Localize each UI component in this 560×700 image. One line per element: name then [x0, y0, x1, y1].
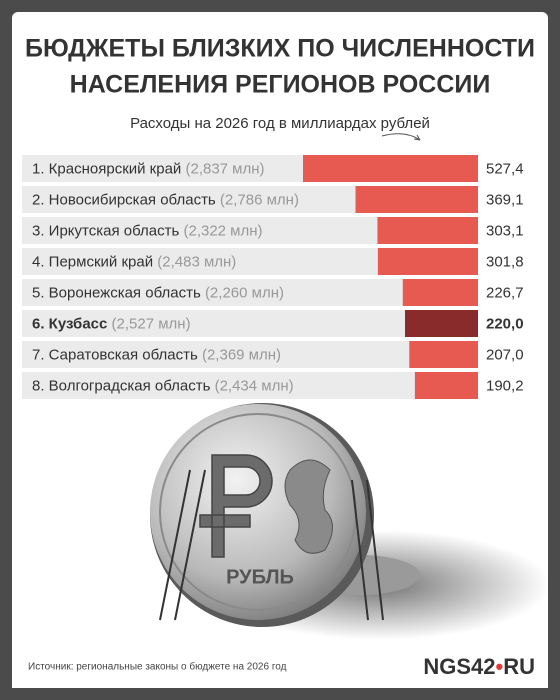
- value-label: 226,7: [486, 284, 524, 301]
- bar: [409, 341, 478, 368]
- row-label: 3. Иркутская область (2,322 млн): [32, 222, 263, 239]
- row-label: 2. Новосибирская область (2,786 млн): [32, 191, 299, 208]
- subtitle: Расходы на 2026 год в миллиардах рублей: [130, 115, 430, 132]
- decor-arrow: [381, 133, 421, 141]
- title-line: НАСЕЛЕНИЯ РЕГИОНОВ РОССИИ: [70, 71, 491, 99]
- row-label: 6. Кузбасс (2,527 млн): [32, 315, 191, 332]
- row-background: [22, 372, 478, 399]
- logo-suffix: RU: [503, 654, 535, 679]
- value-label: 301,8: [486, 253, 524, 270]
- bar: [405, 310, 478, 337]
- bar: [414, 372, 478, 399]
- bar: [402, 279, 478, 306]
- eagle: [284, 459, 333, 554]
- logo-dot: •: [496, 654, 504, 679]
- row-background: [22, 341, 478, 368]
- title-line: БЮДЖЕТЫ БЛИЗКИХ ПО ЧИСЛЕННОСТИ: [25, 35, 535, 63]
- row-label: 8. Волгоградская область (2,434 млн): [32, 377, 294, 394]
- coin: [150, 404, 366, 620]
- region-name: 2. Новосибирская область: [32, 191, 216, 208]
- row-label: 4. Пермский край (2,483 млн): [32, 253, 236, 270]
- value-label: 190,2: [486, 377, 524, 394]
- population: (2,322 млн): [183, 222, 262, 239]
- region-name: 5. Воронежская область: [32, 284, 201, 301]
- value-label: 303,1: [486, 222, 524, 239]
- ladders: [159, 469, 384, 621]
- row-background: [22, 279, 478, 306]
- source: Источник: региональные законы о бюджете …: [28, 661, 287, 673]
- region-name: 6. Кузбасс: [32, 315, 107, 332]
- region-name: 8. Волгоградская область: [32, 377, 211, 394]
- coin-illustration: РУБЛЬ: [150, 403, 550, 640]
- logo: NGS42•RU: [423, 654, 535, 679]
- bar: [377, 248, 478, 275]
- population: (2,527 млн): [112, 315, 191, 332]
- row-label: 5. Воронежская область (2,260 млн): [32, 284, 284, 301]
- value-label: 220,0: [486, 315, 524, 332]
- population: (2,837 млн): [185, 160, 264, 177]
- region-name: 7. Саратовская область: [32, 346, 198, 363]
- region-name: 3. Иркутская область: [32, 222, 179, 239]
- value-label: 527,4: [486, 160, 524, 177]
- row-background: [22, 310, 478, 337]
- coin-text: РУБЛЬ: [226, 566, 294, 588]
- row-label: 7. Саратовская область (2,369 млн): [32, 346, 281, 363]
- population: (2,786 млн): [220, 191, 299, 208]
- bar: [303, 155, 478, 182]
- bar: [355, 186, 478, 213]
- bar: [377, 217, 478, 244]
- footer-band: [12, 650, 548, 688]
- ruble-sign: [199, 454, 273, 558]
- value-label: 207,0: [486, 346, 524, 363]
- population: (2,369 млн): [202, 346, 281, 363]
- row-label: 1. Красноярский край (2,837 млн): [32, 160, 265, 177]
- region-name: 4. Пермский край: [32, 253, 153, 270]
- population: (2,260 млн): [205, 284, 284, 301]
- logo-main: NGS42: [423, 654, 495, 679]
- population: (2,434 млн): [215, 377, 294, 394]
- bar-chart: 1. Красноярский край (2,837 млн) 527,4 2. …: [22, 155, 524, 399]
- population: (2,483 млн): [157, 253, 236, 270]
- region-name: 1. Красноярский край: [32, 160, 181, 177]
- value-label: 369,1: [486, 191, 524, 208]
